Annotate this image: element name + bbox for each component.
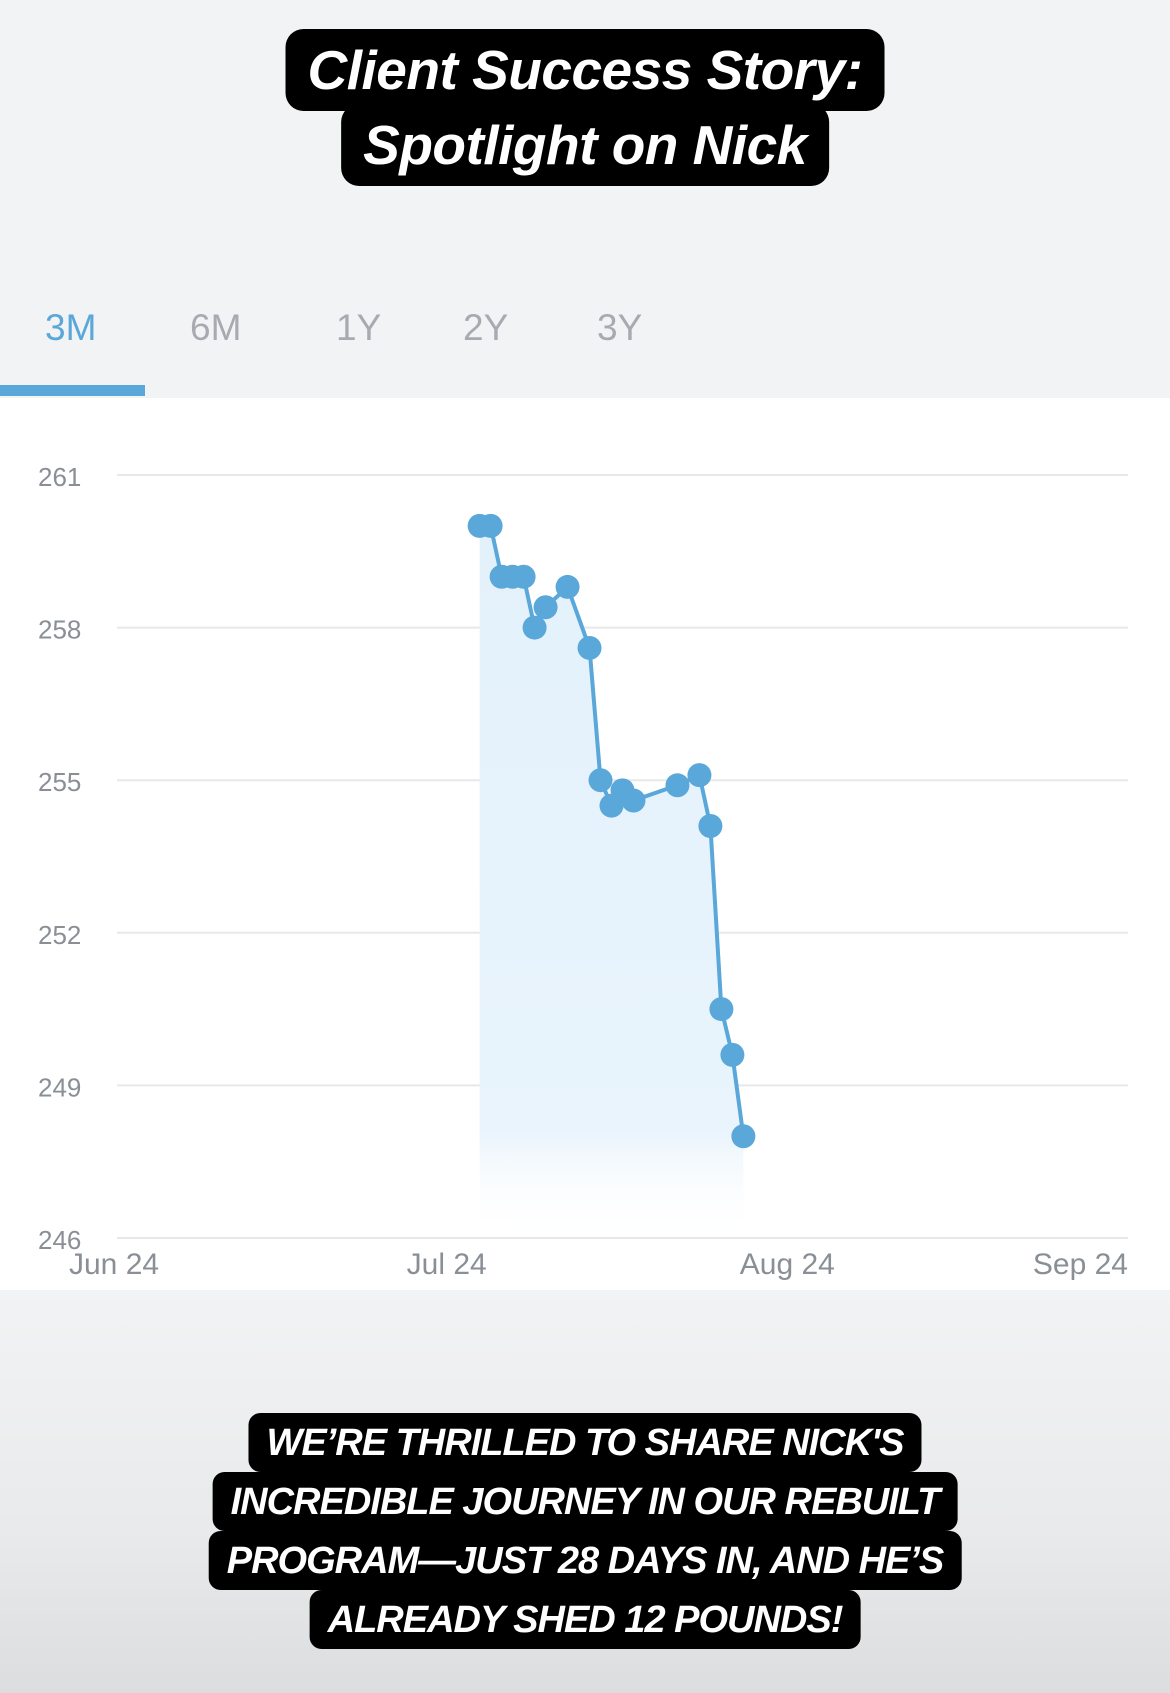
x-tick-label: Aug 24	[740, 1248, 835, 1281]
title-line-2: Spotlight on Nick	[341, 104, 829, 186]
data-point	[709, 997, 734, 1022]
tab-3m[interactable]: 3M	[45, 307, 97, 348]
data-point	[698, 813, 723, 838]
tab-2y[interactable]: 2Y	[463, 307, 509, 348]
data-point	[522, 615, 547, 640]
data-point	[555, 574, 580, 599]
y-tick-label: 258	[38, 615, 81, 645]
caption-line-4: ALREADY SHED 12 POUNDS!	[309, 1590, 861, 1649]
x-tick-label: Jun 24	[69, 1248, 159, 1281]
y-tick-label: 255	[38, 767, 81, 797]
y-tick-label: 249	[38, 1072, 81, 1102]
data-point	[621, 788, 646, 813]
tab-6m[interactable]: 6M	[190, 307, 242, 348]
data-point	[533, 595, 558, 620]
caption-line-1: WE’RE THRILLED TO SHARE NICK'S	[248, 1413, 922, 1472]
chart-panel: 246 249 252 255 258 261 Jun 24 Jul 24 Aug 24 Sep…	[0, 398, 1170, 1290]
series-area	[479, 525, 744, 1238]
data-point	[665, 773, 690, 798]
tab-3y[interactable]: 3Y	[597, 307, 643, 348]
range-tabs: 3M 6M 1Y 2Y 3Y	[0, 265, 1170, 399]
y-tick-label: 246	[38, 1225, 81, 1255]
caption-line-2: INCREDIBLE JOURNEY IN OUR REBUILT	[212, 1472, 958, 1531]
tab-1y[interactable]: 1Y	[336, 307, 382, 348]
active-tab-indicator	[0, 385, 145, 396]
x-tick-label: Jul 24	[407, 1248, 487, 1281]
data-point	[588, 768, 613, 793]
y-tick-label: 261	[38, 462, 81, 492]
y-tick-label: 252	[38, 920, 81, 950]
weight-line-chart: 246 249 252 255 258 261 Jun 24 Jul 24 Aug 24 Sep…	[38, 462, 1128, 1281]
caption-line-3: PROGRAM—JUST 28 DAYS IN, AND HE’S	[208, 1531, 962, 1590]
data-point	[478, 513, 503, 538]
x-tick-label: Sep 24	[1033, 1248, 1128, 1281]
title-line-1: Client Success Story:	[285, 29, 885, 111]
data-point	[687, 763, 712, 788]
data-point	[577, 635, 602, 660]
data-point	[511, 564, 536, 589]
data-point	[720, 1042, 745, 1067]
data-point	[731, 1124, 756, 1149]
